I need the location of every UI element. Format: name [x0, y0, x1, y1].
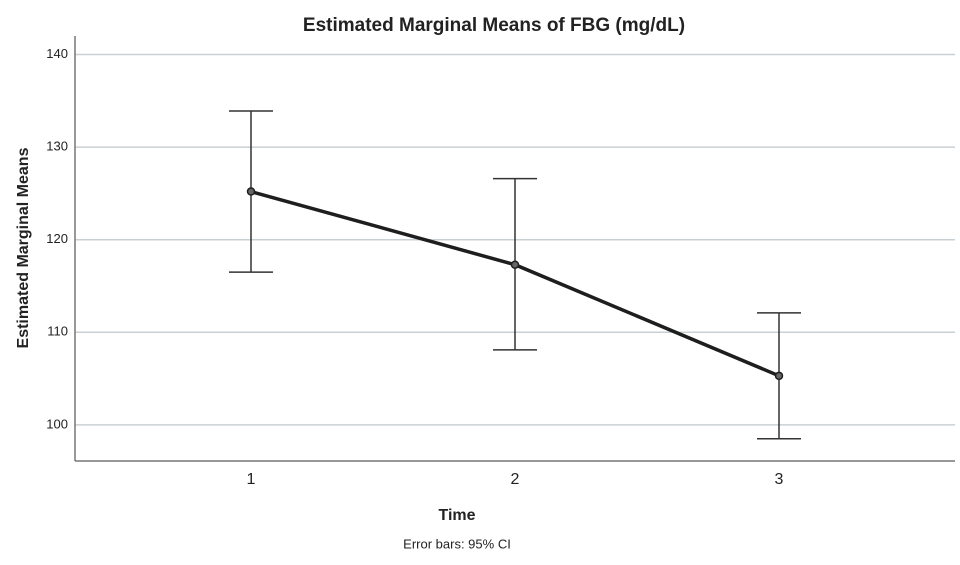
x-tick-label: 2 — [511, 471, 520, 488]
point — [246, 187, 256, 196]
point — [774, 371, 784, 381]
y-tick-label: 110 — [47, 324, 68, 339]
x-tick-label: 1 — [247, 471, 256, 488]
y-tick-label: 130 — [46, 139, 68, 154]
y-tick-label: 120 — [46, 231, 68, 246]
x-axis-label: Time — [438, 507, 475, 524]
point — [510, 260, 520, 269]
y-tick-label: 100 — [46, 416, 68, 431]
chart-title: Estimated Marginal Means of FBG (mg/dL) — [303, 15, 685, 36]
y-axis-label: Estimated Marginal Means — [15, 147, 32, 348]
note: Error bars: 95% CI — [403, 536, 511, 551]
x-tick-label: 3 — [775, 471, 784, 488]
y-tick-label: 140 — [46, 46, 68, 61]
